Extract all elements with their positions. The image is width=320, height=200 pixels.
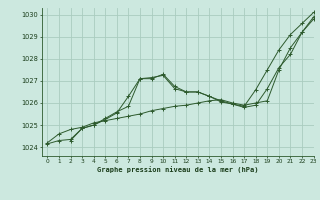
X-axis label: Graphe pression niveau de la mer (hPa): Graphe pression niveau de la mer (hPa) — [97, 166, 258, 173]
